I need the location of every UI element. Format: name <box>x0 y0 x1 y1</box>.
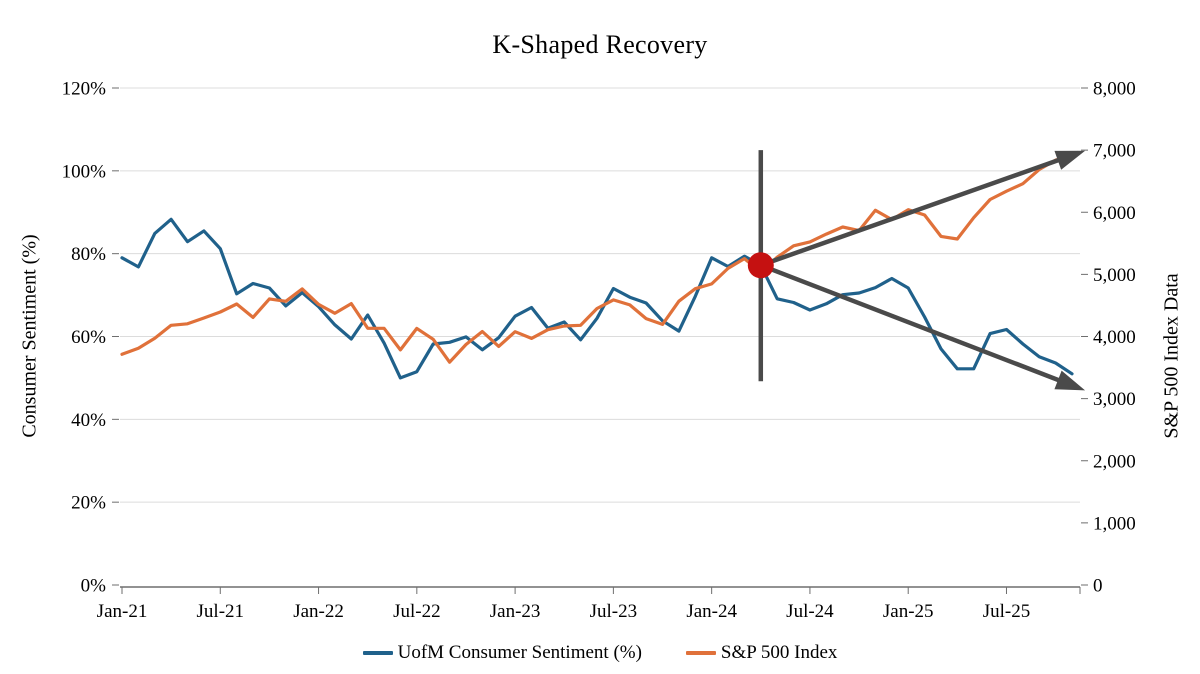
x-axis-tick-label: Jul-25 <box>983 601 1031 622</box>
x-axis-tick-label: Jul-21 <box>197 601 245 622</box>
x-axis-tick-label: Jan-25 <box>883 601 934 622</box>
legend-label-consumer-sentiment: UofM Consumer Sentiment (%) <box>397 642 642 663</box>
left-axis-tick-label: 40% <box>71 410 106 431</box>
divergence-dot <box>747 252 774 279</box>
k-upper-arrow <box>760 150 1086 268</box>
x-axis-tick-label: Jan-21 <box>97 601 148 622</box>
k-lower-arrow <box>759 263 1086 391</box>
right-axis-tick-label: 5,000 <box>1093 265 1136 286</box>
legend-item-sp500: S&P 500 Index <box>685 642 838 664</box>
right-axis-tick-label: 7,000 <box>1093 141 1136 162</box>
left-axis-tick-label: 100% <box>62 161 107 182</box>
right-axis-tick-label: 1,000 <box>1093 513 1136 534</box>
left-axis-tick-label: 20% <box>71 493 106 514</box>
legend: UofM Consumer Sentiment (%) S&P 500 Inde… <box>0 642 1200 664</box>
x-axis-tick-label: Jul-22 <box>393 601 441 622</box>
chart-title: K-Shaped Recovery <box>492 30 708 59</box>
right-axis-tick-label: 0 <box>1093 576 1103 597</box>
sentiment-line-swatch-icon <box>362 651 393 655</box>
right-axis-tick-label: 4,000 <box>1093 327 1136 348</box>
left-axis-tick-label: 0% <box>81 576 107 597</box>
x-axis-tick-label: Jan-22 <box>293 601 344 622</box>
x-axis-tick-label: Jul-23 <box>590 601 638 622</box>
right-axis-tick-label: 3,000 <box>1093 389 1136 410</box>
x-axis-tick-label: Jan-23 <box>490 601 541 622</box>
sentiment-line <box>120 217 1074 380</box>
right-axis-tick-label: 8,000 <box>1093 79 1136 100</box>
left-axis-tick-label: 80% <box>71 244 106 265</box>
left-axis-tick-label: 60% <box>71 327 106 348</box>
x-axis-tick-label: Jan-24 <box>686 601 737 622</box>
left-axis-tick-label: 120% <box>62 79 107 100</box>
sp500-line-swatch-icon <box>685 651 716 655</box>
right-axis-tick-label: 2,000 <box>1093 451 1136 472</box>
right-axis-tick-label: 6,000 <box>1093 203 1136 224</box>
legend-item-consumer-sentiment: UofM Consumer Sentiment (%) <box>362 642 642 664</box>
legend-label-sp500: S&P 500 Index <box>720 642 838 663</box>
x-axis-tick-label: Jul-24 <box>786 601 834 622</box>
